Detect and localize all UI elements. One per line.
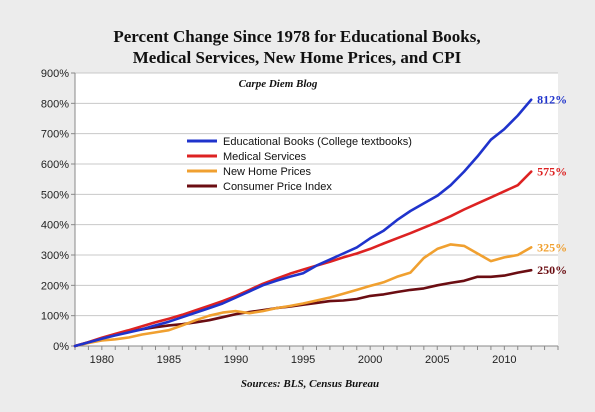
legend: Educational Books (College textbooks) Med… [187, 136, 412, 193]
chart-subtitle: Carpe Diem Blog [239, 78, 318, 90]
series-end-labels: 812% 575% 325% 250% [537, 93, 567, 277]
legend-label-2: New Home Prices [223, 166, 312, 178]
series-line-0 [73, 98, 533, 348]
end-label-series-1: 575% [537, 165, 567, 179]
x-axis-ticks: 1980 1985 1990 1995 2000 2005 2010 [74, 346, 559, 366]
end-label-series-0: 812% [537, 93, 567, 107]
chart-title-line-1: Percent Change Since 1978 for Educationa… [113, 27, 480, 46]
y-tick-label: 600% [41, 159, 69, 171]
series-lines [73, 98, 533, 348]
x-tick-label: 1980 [90, 354, 114, 366]
legend-label-3: Consumer Price Index [223, 181, 332, 193]
x-tick-label: 2005 [425, 354, 449, 366]
x-tick-label: 1995 [291, 354, 315, 366]
gridlines [75, 72, 558, 317]
end-label-series-2: 325% [537, 240, 567, 254]
y-tick-label: 400% [41, 220, 69, 232]
end-label-series-3: 250% [537, 263, 567, 277]
y-tick-label: 900% [41, 68, 69, 80]
chart-source: Sources: BLS, Census Bureau [241, 378, 379, 390]
series-line-2 [73, 243, 533, 348]
y-tick-label: 700% [41, 129, 69, 141]
y-tick-label: 500% [41, 189, 69, 201]
y-axis-ticks: 0% 100% 200% 300% 400% 500% 600% 700% 800% 900% [41, 68, 75, 353]
x-tick-label: 2010 [492, 354, 516, 366]
y-tick-label: 200% [41, 280, 69, 292]
y-tick-label: 300% [41, 250, 69, 262]
legend-label-0: Educational Books (College textbooks) [223, 136, 412, 148]
y-tick-label: 0% [53, 341, 69, 353]
x-tick-label: 1990 [224, 354, 248, 366]
y-tick-label: 100% [41, 311, 69, 323]
series-line-1 [73, 170, 533, 348]
x-tick-label: 2000 [358, 354, 382, 366]
y-tick-label: 800% [41, 98, 69, 110]
x-tick-label: 1985 [157, 354, 181, 366]
chart-title-line-2: Medical Services, New Home Prices, and C… [133, 48, 462, 67]
plot-area [75, 73, 558, 346]
legend-label-1: Medical Services [223, 151, 307, 163]
